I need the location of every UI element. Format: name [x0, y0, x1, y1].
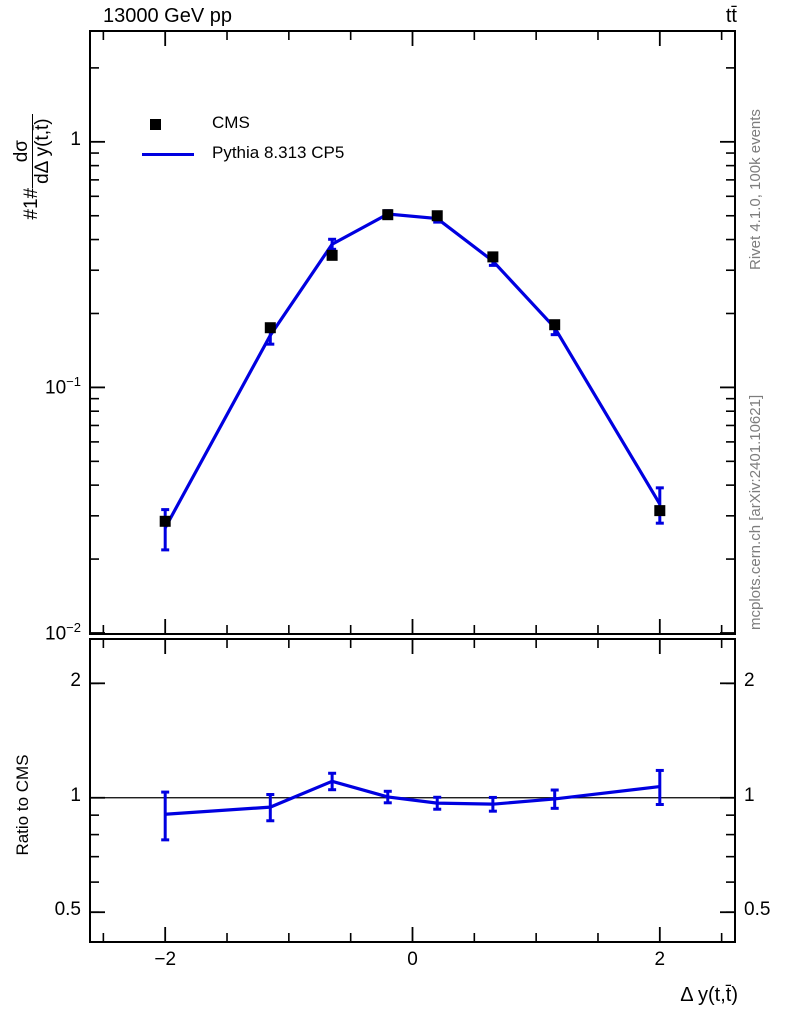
header-energy-label: 13000 GeV pp — [103, 5, 232, 27]
error-bar — [328, 237, 337, 251]
x-tick-label: −2 — [154, 949, 177, 970]
y-axis-label-numerator: dσ — [10, 140, 32, 163]
data-point-marker — [431, 210, 443, 222]
ratio-error-bar — [433, 795, 442, 811]
y-axis-label-denominator: dΔ y(t,t̄) — [31, 114, 53, 188]
y-axis-label-ratio: Ratio to CMS — [8, 740, 38, 870]
legend-label: CMS — [212, 113, 250, 132]
data-point-marker — [549, 319, 561, 331]
data-point-marker — [264, 322, 276, 334]
y-tick-label-main: 10−1 — [45, 374, 81, 399]
x-tick-label: 0 — [407, 949, 418, 970]
data-point-marker — [326, 249, 338, 261]
ratio-label-text: Ratio to CMS — [13, 754, 32, 856]
mc-curve — [163, 212, 662, 529]
y-axis-label-fraction: dσ dΔ y(t,t̄) — [10, 114, 53, 188]
ratio-error-bar — [655, 768, 664, 807]
y-tick-label-main: 1 — [70, 128, 81, 150]
ratio-error-bar — [488, 795, 497, 813]
mcplots-source-text: mcplots.cern.ch [arXiv:2401.10621] — [746, 394, 764, 630]
ratio-plot-panel — [89, 638, 736, 943]
data-point-marker — [654, 505, 666, 517]
ratio-plot-canvas — [91, 640, 734, 941]
y-axis-label-hash: #1# — [21, 187, 42, 220]
legend-label: Pythia 8.313 CP5 — [212, 143, 345, 162]
data-point-marker — [159, 515, 171, 527]
ratio-error-bar — [550, 788, 559, 810]
error-bar — [161, 508, 170, 552]
y-axis-label-main: #1# dσ dΔ y(t,t̄) — [2, 52, 62, 282]
rivet-version-text: Rivet 4.1.0, 100k events — [746, 109, 764, 270]
header-process-label: tt̄ — [725, 5, 737, 27]
y-tick-label-ratio-left: 1 — [70, 784, 81, 806]
x-axis-label: Δ y(t,t̄) — [680, 984, 738, 1006]
ratio-error-bar — [161, 790, 170, 842]
ratio-error-bar — [383, 789, 392, 805]
main-plot-canvas — [91, 32, 734, 634]
mcplots-source-caption: mcplots.cern.ch [arXiv:2401.10621] — [735, 330, 775, 630]
data-point-marker — [487, 251, 499, 263]
x-tick-label: 2 — [654, 949, 666, 970]
ratio-error-bar — [328, 771, 337, 792]
y-tick-label-ratio-left: 0.5 — [54, 899, 81, 921]
line-marker-icon — [142, 153, 194, 157]
y-tick-label-ratio-right: 2 — [744, 670, 755, 692]
plot-title — [0, 64, 786, 86]
y-tick-label-ratio-right: 1 — [744, 784, 755, 806]
data-point-marker — [382, 209, 394, 221]
square-marker-icon — [150, 119, 161, 130]
ratio-curve — [165, 779, 660, 816]
y-tick-label-ratio-right: 0.5 — [744, 899, 771, 921]
ratio-error-bar — [266, 792, 275, 823]
main-plot-panel — [89, 30, 736, 635]
y-tick-label-main: 10−2 — [45, 620, 81, 645]
y-tick-label-ratio-left: 2 — [70, 670, 81, 692]
